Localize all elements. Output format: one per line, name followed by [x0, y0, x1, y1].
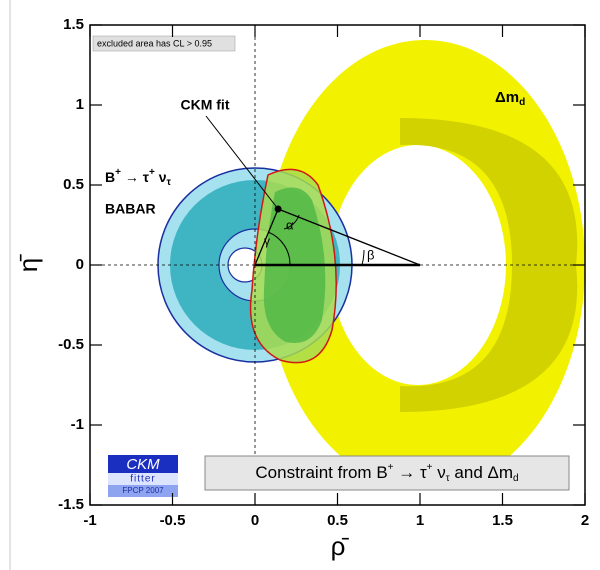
x-tick-label: 0: [251, 512, 259, 529]
x-tick-label: 1.5: [492, 512, 513, 529]
triangle-side: [277, 208, 421, 266]
legend-note-box: [92, 35, 236, 52]
logo-ckm: CKM: [126, 456, 160, 473]
gamma-arc: [267, 231, 291, 266]
constraint-box: [204, 455, 570, 491]
x-tick-label: -1: [83, 512, 96, 529]
y-tick-label: 1: [76, 96, 84, 113]
fit-label: CKM fit: [181, 97, 230, 113]
y-axis-label: η̄: [13, 254, 43, 272]
gamma-label: γ: [264, 234, 270, 248]
y-tick-label: -1: [71, 416, 84, 433]
x-tick-label: 1: [416, 512, 424, 529]
y-tick-label: 1.5: [63, 16, 84, 33]
x-tick-label: -0.5: [160, 512, 186, 529]
logo-top: [108, 455, 178, 473]
beta-label: β: [367, 247, 374, 262]
logo-middle: [108, 473, 178, 485]
alpha-label: α: [286, 217, 294, 232]
beta-arc: [361, 249, 365, 266]
y-tick-label: -0.5: [58, 336, 84, 353]
dmd-core: [400, 118, 578, 412]
btau-label: B+ → τ+ ντ: [105, 167, 172, 188]
y-tick-label: 0.5: [63, 176, 84, 193]
logo: CKM fitter FPCP 2007: [108, 455, 178, 497]
x-tick-label: 0.5: [327, 512, 348, 529]
babar-label: BABAR: [105, 201, 156, 217]
regions: [157, 40, 585, 490]
constraint-label: Constraint from B+ → τ+ ντ and Δmd: [255, 462, 518, 484]
dmd-label: Δmd: [495, 89, 525, 108]
x-axis-label: ρ̄: [331, 531, 350, 561]
logo-bottom: [108, 485, 178, 497]
x-tick-label: 2: [581, 512, 589, 529]
alpha-arc: [283, 214, 300, 230]
y-tick-label: -1.5: [58, 496, 84, 513]
leader-line: [205, 115, 279, 210]
triangle-side: [254, 208, 279, 266]
y-tick-label: 0: [76, 256, 84, 273]
legend-note: excluded area has CL > 0.95: [97, 38, 212, 48]
fit-point: [274, 205, 282, 213]
logo-event: FPCP 2007: [122, 486, 164, 495]
logo-fitter: fitter: [130, 474, 155, 485]
